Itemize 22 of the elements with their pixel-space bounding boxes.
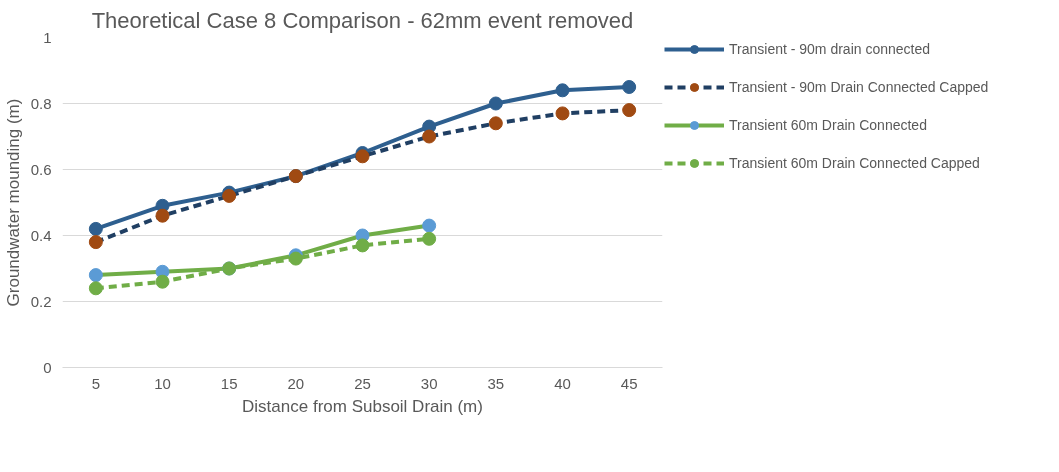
x-tick-label: 20	[287, 374, 305, 392]
y-axis-title: Groundwater mounding (m)	[3, 98, 23, 307]
x-tick-label: 15	[220, 374, 238, 392]
y-tick-label: 0	[43, 358, 52, 376]
x-tick-label: 25	[354, 374, 371, 392]
x-tick-label: 30	[420, 374, 438, 392]
legend-label: Transient - 90m Drain Connected Capped	[729, 79, 989, 95]
legend-label: Transient 60m Drain Connected Capped	[729, 155, 980, 171]
x-axis-title: Distance from Subsoil Drain (m)	[242, 396, 483, 416]
y-tick-label: 0.4	[30, 226, 52, 244]
x-tick-label: 35	[487, 374, 505, 392]
y-tick-label: 0.2	[30, 292, 52, 310]
x-tick-label: 40	[554, 374, 571, 392]
y-tick-label: 1	[43, 28, 52, 46]
y-tick-label: 0.8	[30, 94, 52, 112]
legend-label: Transient 60m Drain Connected	[729, 117, 927, 133]
y-tick-label: 0.6	[30, 160, 52, 178]
legend-label: Transient - 90m drain connected	[729, 41, 931, 57]
x-tick-label: 45	[620, 374, 638, 392]
chart-title: Theoretical Case 8 Comparison - 62mm event removed	[91, 7, 634, 33]
x-tick-label: 5	[91, 374, 101, 392]
x-tick-label: 10	[154, 374, 171, 392]
